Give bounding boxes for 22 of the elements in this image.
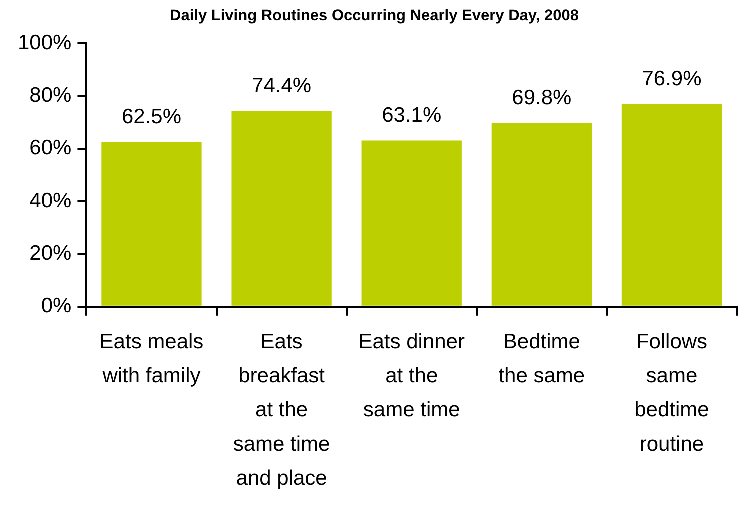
x-tick-label: Eats meals with family — [100, 330, 204, 388]
chart-title: Daily Living Routines Occurring Nearly Every Day, 2008 — [170, 8, 580, 25]
bar — [232, 111, 332, 306]
data-label: 63.1% — [382, 104, 442, 128]
bar — [362, 140, 462, 306]
y-tick-label: 20% — [30, 242, 72, 266]
data-label: 74.4% — [252, 74, 312, 98]
y-tick-label: 100% — [18, 31, 72, 54]
data-label: 62.5% — [122, 106, 182, 129]
y-tick-label: 0% — [41, 294, 72, 318]
bar — [622, 104, 722, 306]
bar — [102, 142, 202, 306]
y-tick-label: 80% — [30, 84, 72, 108]
x-tick-label: Follows same bedtime routine — [634, 330, 710, 456]
y-tick-label: 60% — [30, 136, 72, 160]
bar — [492, 123, 592, 306]
data-label: 76.9% — [642, 68, 702, 91]
y-tick-label: 40% — [30, 189, 72, 212]
x-tick-label: Eats dinner at the same time — [358, 330, 465, 422]
x-tick-label: Eats breakfast at the same time and place — [233, 330, 330, 490]
x-tick-label: Bedtime the same — [498, 330, 586, 388]
data-label: 69.8% — [512, 86, 572, 110]
